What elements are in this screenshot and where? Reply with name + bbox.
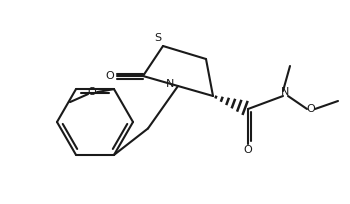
Text: O: O	[88, 87, 96, 97]
Text: O: O	[307, 104, 315, 114]
Text: O: O	[106, 71, 114, 81]
Text: N: N	[281, 87, 289, 97]
Text: S: S	[154, 33, 162, 43]
Text: N: N	[166, 79, 174, 89]
Text: O: O	[244, 145, 252, 155]
